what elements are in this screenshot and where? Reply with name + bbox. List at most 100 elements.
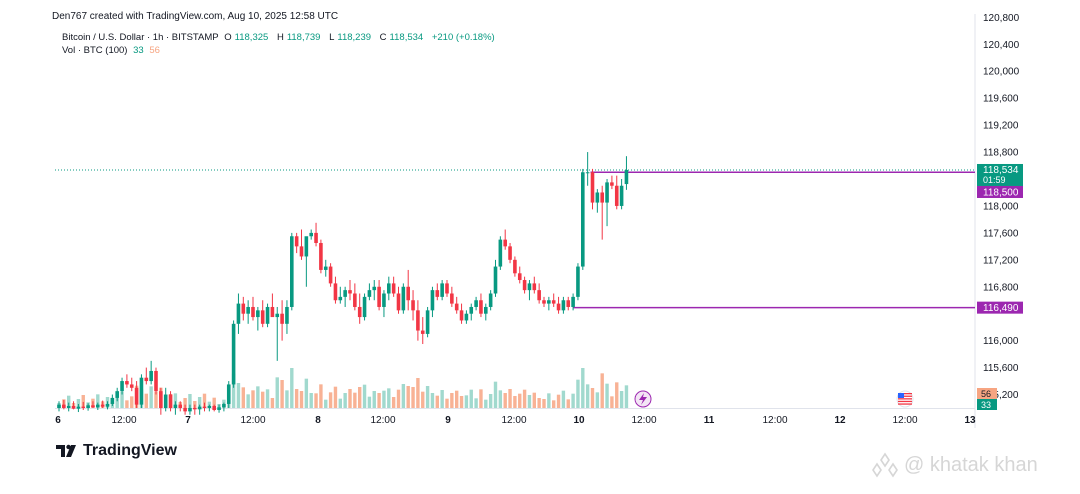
candle-body[interactable] xyxy=(280,313,284,324)
candle-body[interactable] xyxy=(605,182,609,203)
candle-body[interactable] xyxy=(120,381,124,392)
candle-body[interactable] xyxy=(241,303,246,314)
candle-body[interactable] xyxy=(202,406,207,408)
candle-body[interactable] xyxy=(96,404,100,408)
candle-body[interactable] xyxy=(391,283,396,294)
candle-body[interactable] xyxy=(624,169,629,185)
candle-body[interactable] xyxy=(600,192,604,203)
candle-body[interactable] xyxy=(474,300,478,307)
candle-body[interactable] xyxy=(547,300,551,304)
candle-body[interactable] xyxy=(406,286,410,301)
candle-body[interactable] xyxy=(396,293,401,311)
candle-body[interactable] xyxy=(595,192,600,203)
candle-body[interactable] xyxy=(493,266,498,294)
candle-body[interactable] xyxy=(125,381,129,385)
candle-body[interactable] xyxy=(168,394,173,408)
candle-body[interactable] xyxy=(508,246,512,260)
candle-body[interactable] xyxy=(178,404,183,408)
candle-body[interactable] xyxy=(115,391,119,398)
candle-body[interactable] xyxy=(353,293,357,307)
candle-body[interactable] xyxy=(387,283,391,294)
candle-body[interactable] xyxy=(290,236,294,307)
candle-body[interactable] xyxy=(299,246,304,257)
candle-body[interactable] xyxy=(294,236,299,247)
candle-body[interactable] xyxy=(440,283,444,297)
candle-body[interactable] xyxy=(581,172,585,267)
candle-body[interactable] xyxy=(522,280,527,291)
candle-body[interactable] xyxy=(343,290,347,297)
candle-body[interactable] xyxy=(149,370,153,382)
candle-body[interactable] xyxy=(362,296,367,318)
candle-body[interactable] xyxy=(129,384,134,388)
candle-body[interactable] xyxy=(532,283,537,291)
candle-body[interactable] xyxy=(231,323,236,385)
candle-body[interactable] xyxy=(251,306,255,318)
candle-body[interactable] xyxy=(372,286,377,291)
candle-body[interactable] xyxy=(163,394,168,408)
symbol-name[interactable]: Bitcoin / U.S. Dollar · 1h · BITSTAMP xyxy=(62,32,219,43)
candle-body[interactable] xyxy=(193,408,197,410)
candle-body[interactable] xyxy=(479,300,483,314)
candle-body[interactable] xyxy=(270,306,275,318)
candle-body[interactable] xyxy=(236,303,241,324)
candle-body[interactable] xyxy=(71,405,76,409)
candle-body[interactable] xyxy=(551,300,556,304)
candle-body[interactable] xyxy=(513,259,517,274)
candle-body[interactable] xyxy=(357,306,362,318)
candle-body[interactable] xyxy=(76,406,81,409)
candle-body[interactable] xyxy=(469,306,474,314)
candle-body[interactable] xyxy=(226,384,231,404)
candle-body[interactable] xyxy=(435,290,440,297)
candle-body[interactable] xyxy=(561,300,566,311)
candle-body[interactable] xyxy=(382,293,386,307)
candle-body[interactable] xyxy=(614,185,619,206)
candle-body[interactable] xyxy=(571,296,575,307)
candle-body[interactable] xyxy=(464,313,469,321)
candle-body[interactable] xyxy=(314,232,318,243)
candle-body[interactable] xyxy=(110,397,115,404)
candle-body[interactable] xyxy=(566,300,571,307)
candle-body[interactable] xyxy=(66,405,71,408)
candle-body[interactable] xyxy=(542,300,546,304)
candle-body[interactable] xyxy=(527,283,532,291)
candle-body[interactable] xyxy=(86,405,90,408)
candle-body[interactable] xyxy=(100,404,105,407)
candle-body[interactable] xyxy=(377,286,381,307)
candle-body[interactable] xyxy=(585,172,590,174)
candle-body[interactable] xyxy=(260,310,265,324)
candle-body[interactable] xyxy=(217,407,221,411)
candle-body[interactable] xyxy=(517,273,522,281)
candle-body[interactable] xyxy=(498,239,503,267)
candle-body[interactable] xyxy=(610,182,614,186)
candle-body[interactable] xyxy=(484,306,488,314)
candle-body[interactable] xyxy=(425,310,430,334)
candle-body[interactable] xyxy=(445,283,449,294)
candle-body[interactable] xyxy=(285,306,289,324)
candle-body[interactable] xyxy=(256,310,260,318)
candle-body[interactable] xyxy=(62,404,66,408)
candle-body[interactable] xyxy=(188,408,192,412)
candle-body[interactable] xyxy=(338,296,343,301)
candle-body[interactable] xyxy=(488,293,493,307)
candle-body[interactable] xyxy=(503,239,507,247)
candle-body[interactable] xyxy=(323,266,328,270)
candle-body[interactable] xyxy=(222,403,226,408)
candle-body[interactable] xyxy=(183,408,187,412)
candle-body[interactable] xyxy=(537,290,541,301)
candle-body[interactable] xyxy=(420,330,425,334)
candle-body[interactable] xyxy=(319,242,323,270)
candle-body[interactable] xyxy=(57,404,61,408)
candle-body[interactable] xyxy=(416,310,420,331)
candle-body[interactable] xyxy=(576,266,580,297)
candle-body[interactable] xyxy=(333,283,338,301)
candle-body[interactable] xyxy=(91,405,95,408)
candle-body[interactable] xyxy=(304,236,309,257)
candle-body[interactable] xyxy=(197,406,202,410)
candle-body[interactable] xyxy=(159,391,163,408)
candle-body[interactable] xyxy=(328,266,333,284)
candle-body[interactable] xyxy=(556,303,561,311)
candle-body[interactable] xyxy=(246,306,250,314)
candle-body[interactable] xyxy=(454,303,459,311)
candle-body[interactable] xyxy=(212,405,216,411)
